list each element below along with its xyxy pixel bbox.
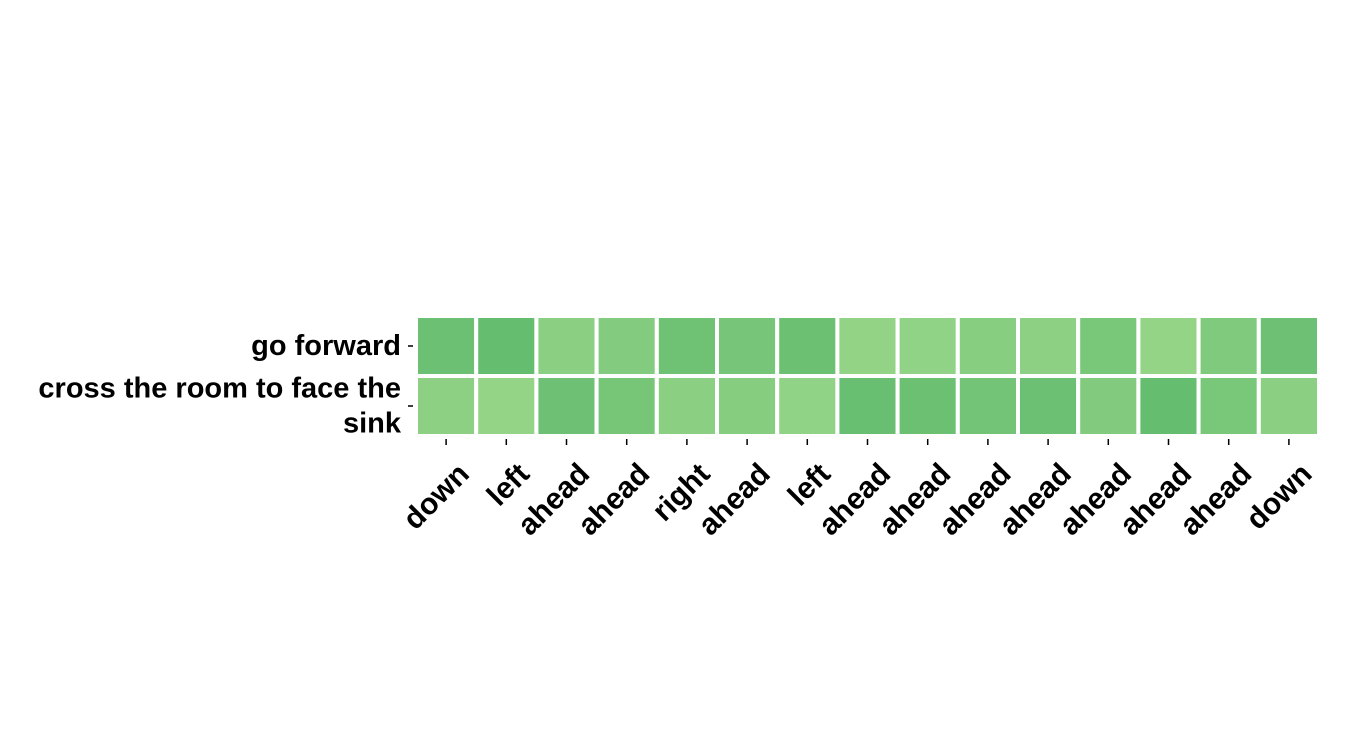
heatmap-cell [775, 314, 840, 378]
y-tick-label: sink [343, 408, 402, 440]
heatmap-cell [534, 374, 599, 438]
heatmap-cell [775, 374, 840, 438]
x-tick-label: down [397, 457, 476, 536]
heatmap-cell [1196, 314, 1261, 378]
heatmap-cell [955, 374, 1020, 438]
heatmap-cell [534, 314, 599, 378]
heatmap-cell [1076, 314, 1141, 378]
heatmap-cell [414, 314, 479, 378]
x-tick-label: down [1240, 457, 1319, 536]
heatmap-cell [835, 374, 900, 438]
heatmap-cell [715, 374, 780, 438]
heatmap-cell [1136, 374, 1201, 438]
heatmap-cell [955, 314, 1020, 378]
heatmap-cell [835, 314, 900, 378]
heatmap-cell [1196, 374, 1261, 438]
heatmap-cell [594, 374, 659, 438]
heatmap-cell [474, 314, 539, 378]
heatmap-cell [1136, 314, 1201, 378]
heatmap-cell [474, 374, 539, 438]
heatmap-cell [594, 314, 659, 378]
heatmap-cell [1256, 314, 1322, 378]
heatmap-cells [414, 314, 1322, 438]
y-tick-label: go forward [251, 330, 401, 362]
heatmap-cell [1016, 374, 1081, 438]
heatmap-cell [654, 374, 719, 438]
heatmap-cell [1076, 374, 1141, 438]
heatmap-cell [895, 314, 960, 378]
y-tick-label: cross the room to face the [38, 373, 401, 405]
heatmap-cell [654, 314, 719, 378]
heatmap-cell [895, 374, 960, 438]
heatmap-cell [715, 314, 780, 378]
heatmap-cell [414, 374, 479, 438]
heatmap-cell [1016, 314, 1081, 378]
heatmap-cell [1256, 374, 1322, 438]
